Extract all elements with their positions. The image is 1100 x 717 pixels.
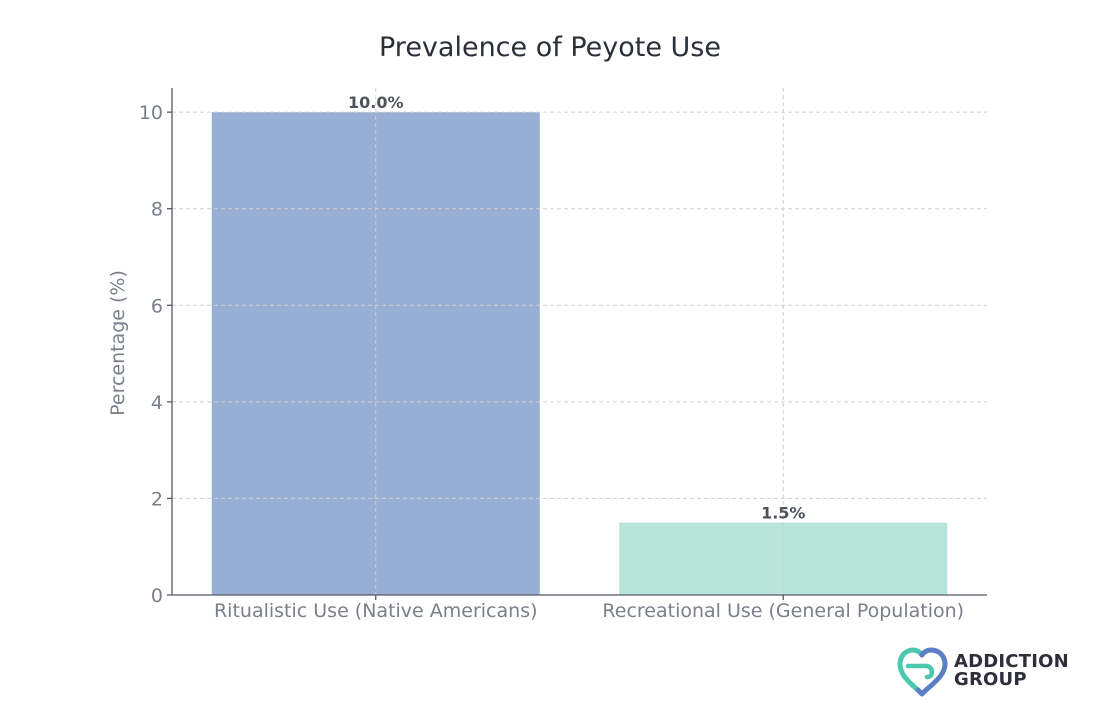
y-tick-label: 6 <box>151 295 163 317</box>
x-tick-label: Ritualistic Use (Native Americans) <box>214 600 538 622</box>
labels: 10.0% 1.5% <box>348 93 805 522</box>
y-tick-label: 8 <box>151 199 163 221</box>
chart-title: Prevalence of Peyote Use <box>379 32 721 63</box>
addiction-group-logo: ADDICTION GROUP <box>896 644 1076 700</box>
ticks: 0 2 4 6 8 10 Ritualistic Use (Native Americans… <box>139 102 964 622</box>
axes <box>171 88 987 596</box>
brand-name-line2: GROUP <box>954 669 1027 690</box>
y-tick-label: 10 <box>139 102 163 124</box>
grid-lines <box>172 88 987 595</box>
y-tick-label: 0 <box>151 585 163 607</box>
bar-data-label: 10.0% <box>348 93 404 112</box>
x-tick-label: Recreational Use (General Population) <box>602 600 964 622</box>
bar-data-label: 1.5% <box>761 504 805 523</box>
bars <box>211 112 948 596</box>
bar <box>211 112 540 596</box>
y-tick-label: 4 <box>151 392 163 414</box>
heart-location-pin-icon <box>897 647 948 697</box>
y-axis-label: Percentage (%) <box>107 270 129 416</box>
brand-name-line1: ADDICTION <box>954 651 1069 672</box>
y-tick-label: 2 <box>151 488 163 510</box>
